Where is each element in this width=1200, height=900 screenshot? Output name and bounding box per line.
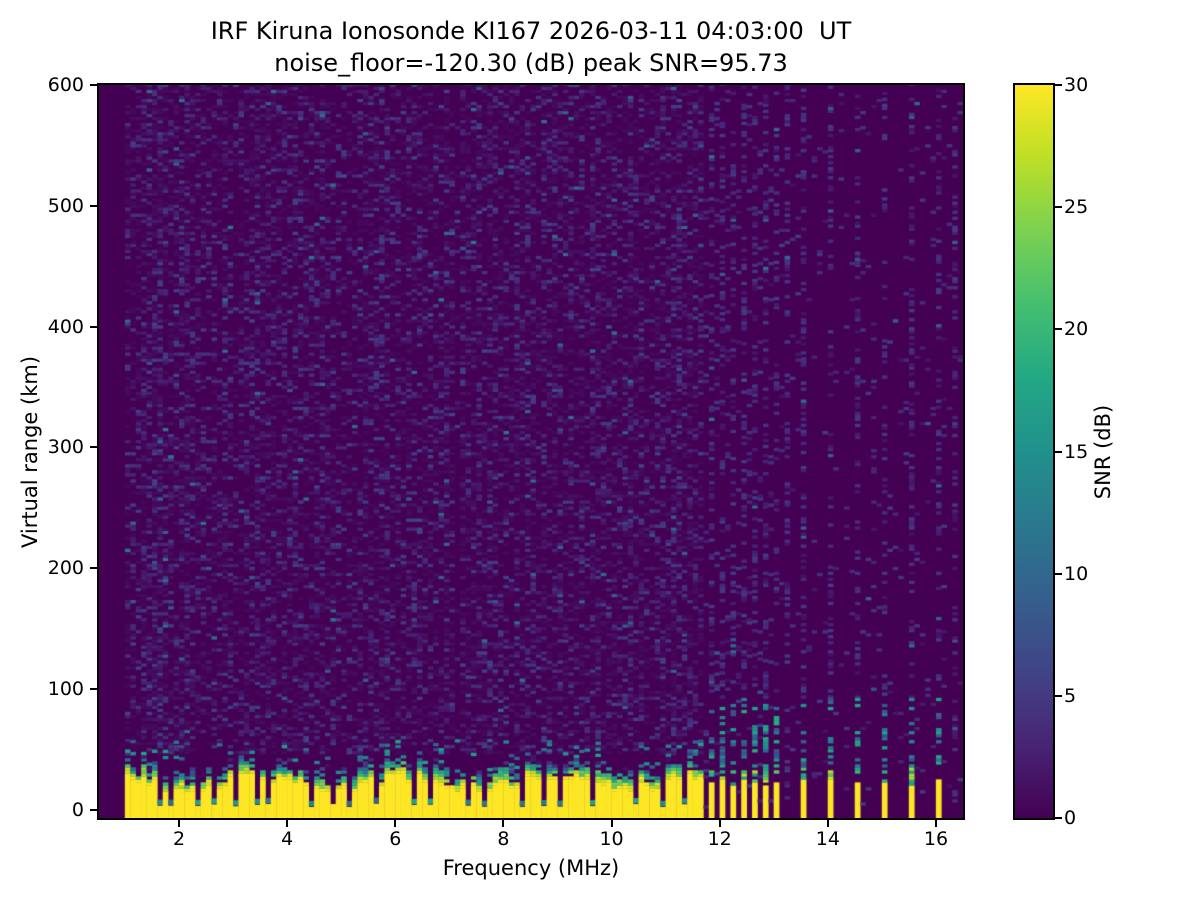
y-tick-label: 300 — [47, 436, 84, 459]
colorbar-tick-mark — [1055, 84, 1062, 86]
colorbar-tick-label: 10 — [1064, 562, 1089, 585]
chart-subtitle: noise_floor=-120.30 (dB) peak SNR=95.73 — [274, 49, 788, 77]
ionogram-heatmap-canvas — [99, 85, 963, 818]
x-tick-mark — [286, 820, 289, 827]
colorbar-tick-mark — [1055, 450, 1062, 453]
x-tick-label: 10 — [599, 828, 624, 850]
y-tick-label: 600 — [47, 74, 84, 96]
colorbar-gradient — [1015, 85, 1053, 818]
x-axis-label: Frequency (MHz) — [442, 856, 620, 880]
colorbar — [1013, 83, 1055, 820]
colorbar-label: SNR (dB) — [1091, 404, 1115, 500]
y-tick-mark — [90, 567, 97, 570]
y-tick-mark — [90, 325, 97, 328]
colorbar-tick-mark — [1055, 206, 1062, 209]
colorbar-tick-label: 0 — [1064, 807, 1077, 829]
colorbar-tick-label: 15 — [1064, 440, 1089, 463]
y-tick-label: 200 — [47, 557, 84, 580]
colorbar-tick-label: 30 — [1064, 74, 1089, 96]
colorbar-tick-label: 25 — [1064, 196, 1089, 219]
y-tick-label: 0 — [71, 798, 84, 821]
x-tick-label: 6 — [389, 828, 402, 850]
plot-area — [97, 83, 965, 820]
colorbar-tick-mark — [1055, 328, 1062, 331]
y-tick-mark — [90, 84, 97, 86]
y-tick-label: 400 — [47, 315, 84, 338]
x-tick-mark — [718, 820, 721, 827]
y-tick-mark — [90, 204, 97, 207]
colorbar-tick-mark — [1055, 694, 1062, 697]
colorbar-tick-mark — [1055, 572, 1062, 575]
x-tick-mark — [934, 820, 937, 827]
x-tick-label: 16 — [923, 828, 949, 850]
x-tick-label: 8 — [497, 828, 510, 850]
x-tick-label: 4 — [281, 828, 294, 850]
x-tick-mark — [178, 820, 181, 827]
colorbar-tick-label: 5 — [1064, 684, 1077, 707]
colorbar-tick-label: 20 — [1064, 318, 1089, 341]
y-tick-label: 100 — [47, 677, 84, 700]
y-tick-label: 500 — [47, 194, 84, 217]
x-tick-mark — [394, 820, 397, 827]
colorbar-tick-mark — [1055, 817, 1062, 819]
chart-title: IRF Kiruna Ionosonde KI167 2026-03-11 04… — [210, 17, 852, 45]
x-tick-mark — [826, 820, 829, 827]
y-tick-mark — [90, 446, 97, 449]
x-tick-label: 14 — [815, 828, 840, 850]
x-tick-mark — [610, 820, 613, 827]
y-tick-mark — [90, 808, 97, 811]
y-tick-mark — [90, 687, 97, 690]
x-tick-label: 12 — [707, 828, 732, 850]
x-tick-label: 2 — [172, 828, 186, 850]
x-tick-mark — [502, 820, 505, 827]
